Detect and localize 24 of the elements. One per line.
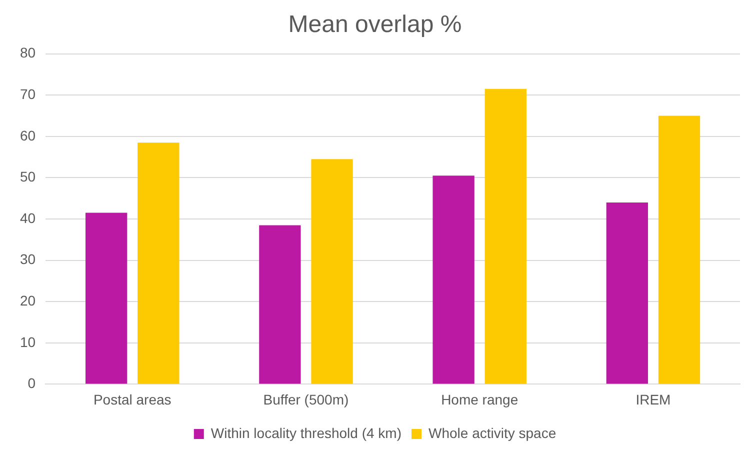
bar [86,212,128,384]
y-tick-label: 50 [20,168,36,185]
y-tick-label: 70 [20,86,36,102]
y-tick-label: 10 [20,334,36,350]
legend-label: Within locality threshold (4 km) [210,424,402,441]
bar [432,176,474,384]
x-tick-label: IREM [636,391,671,408]
legend-label: Whole activity space [428,424,556,441]
bar [658,116,700,384]
x-tick-label: Postal areas [93,391,172,408]
x-tick-label: Home range [441,391,518,408]
bar [484,88,526,384]
y-tick-label: 20 [20,292,36,308]
y-tick-label: 40 [20,210,36,226]
bar [259,225,301,384]
bar [606,202,648,384]
y-tick-label: 0 [28,375,36,392]
y-tick-label: 60 [20,127,36,144]
y-tick-label: 80 [20,44,36,61]
x-tick-label: Buffer (500m) [263,391,349,408]
bar [311,159,353,384]
bar [138,142,180,384]
y-tick-label: 30 [20,251,36,268]
chart-title: Mean overlap % [288,11,462,38]
